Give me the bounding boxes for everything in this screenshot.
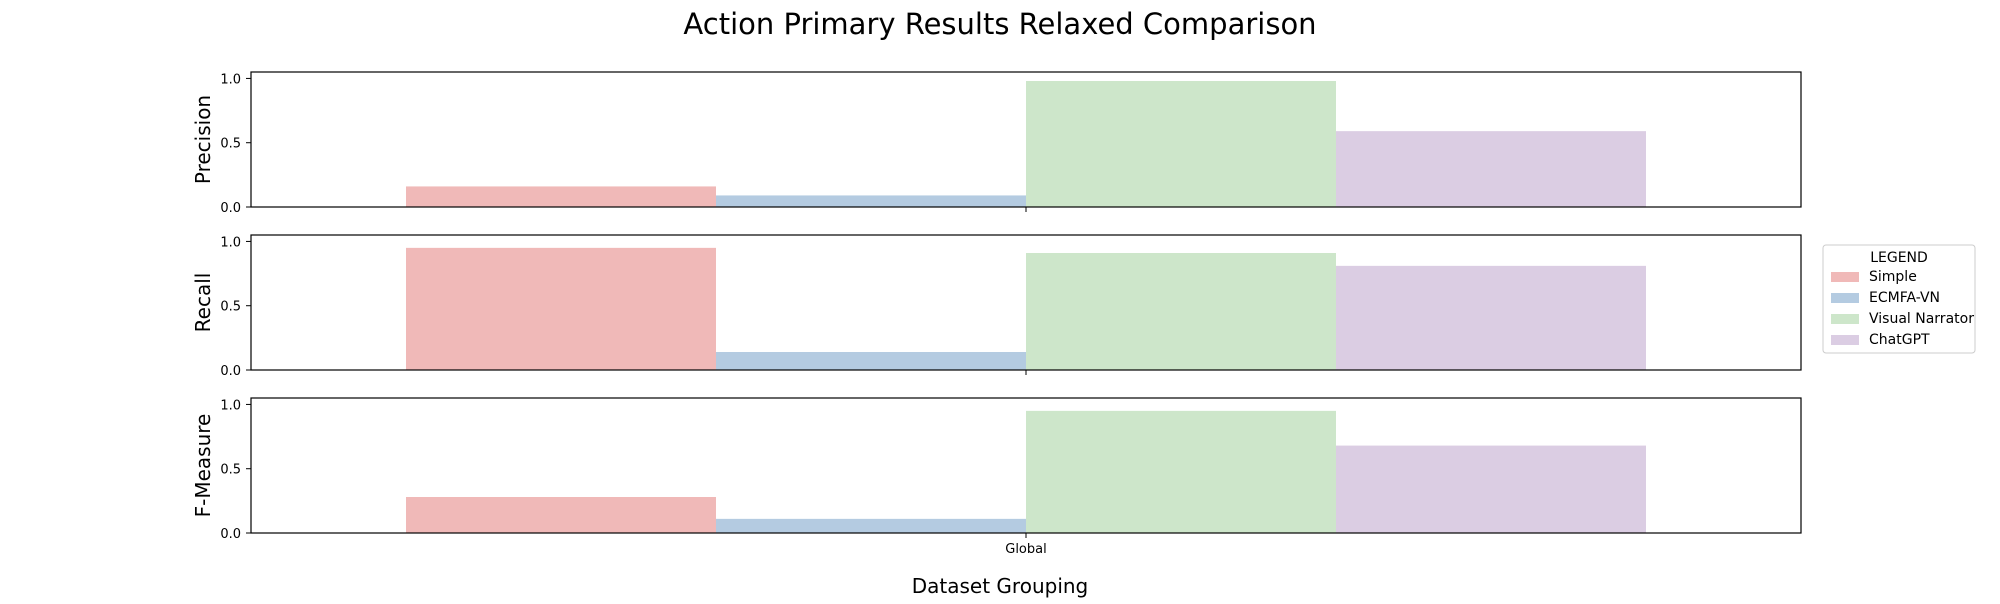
subplot-f-measure: 0.0 0.5 1.0 F-Measure — [191, 397, 1802, 542]
bar-visual-narrator — [1026, 410, 1336, 533]
y-tick-label: 0.5 — [220, 463, 241, 478]
bar-visual-narrator — [1026, 253, 1336, 370]
legend-entry: Simple — [1869, 269, 1917, 285]
legend-title: LEGEND — [1870, 250, 1928, 266]
subplot-precision: 0.0 0.5 1.0 Precision — [191, 71, 1802, 216]
legend-entry: ChatGPT — [1869, 332, 1930, 348]
bar-chatgpt — [1336, 445, 1646, 533]
subplot-recall: 0.0 0.5 1.0 Recall — [191, 234, 1802, 379]
x-tick-label: Global — [1005, 542, 1046, 557]
y-tick-label: 1.0 — [220, 398, 241, 413]
bar-visual-narrator — [1026, 81, 1336, 207]
legend-entry: Visual Narrator — [1869, 311, 1974, 327]
y-tick-label: 1.0 — [220, 72, 241, 87]
bar-simple — [406, 186, 716, 207]
bar-chatgpt — [1336, 131, 1646, 207]
legend-swatch — [1831, 335, 1859, 345]
bar-ecmfa-vn — [716, 518, 1026, 533]
bar-ecmfa-vn — [716, 352, 1026, 370]
bar-ecmfa-vn — [716, 195, 1026, 207]
subplot-panels: 0.0 0.5 1.0 Precision 0.0 0.5 1.0 Recall 0.0 0.5 1… — [191, 71, 1802, 557]
y-axis-label: F-Measure — [191, 414, 215, 518]
y-tick-label: 0.5 — [220, 300, 241, 315]
y-tick-label: 0.0 — [220, 201, 241, 216]
y-tick-label: 0.0 — [220, 364, 241, 379]
y-tick-label: 1.0 — [220, 235, 241, 250]
legend: LEGEND Simple ECMFA-VN Visual Narrator ChatG… — [1822, 244, 1976, 354]
legend-frame — [1822, 244, 1976, 354]
bar-simple — [406, 247, 716, 370]
legend-swatch — [1831, 293, 1859, 303]
chart-title: Action Primary Results Relaxed Compariso… — [683, 7, 1316, 41]
y-axis-label: Precision — [191, 95, 215, 184]
legend-swatch — [1831, 314, 1859, 324]
legend-swatch — [1831, 272, 1859, 282]
y-tick-label: 0.0 — [220, 527, 241, 542]
y-axis-label: Recall — [191, 273, 215, 333]
bar-chatgpt — [1336, 265, 1646, 370]
x-axis-label: Dataset Grouping — [912, 574, 1089, 598]
y-tick-label: 0.5 — [220, 137, 241, 152]
legend-entry: ECMFA-VN — [1869, 290, 1940, 306]
bar-simple — [406, 497, 716, 533]
